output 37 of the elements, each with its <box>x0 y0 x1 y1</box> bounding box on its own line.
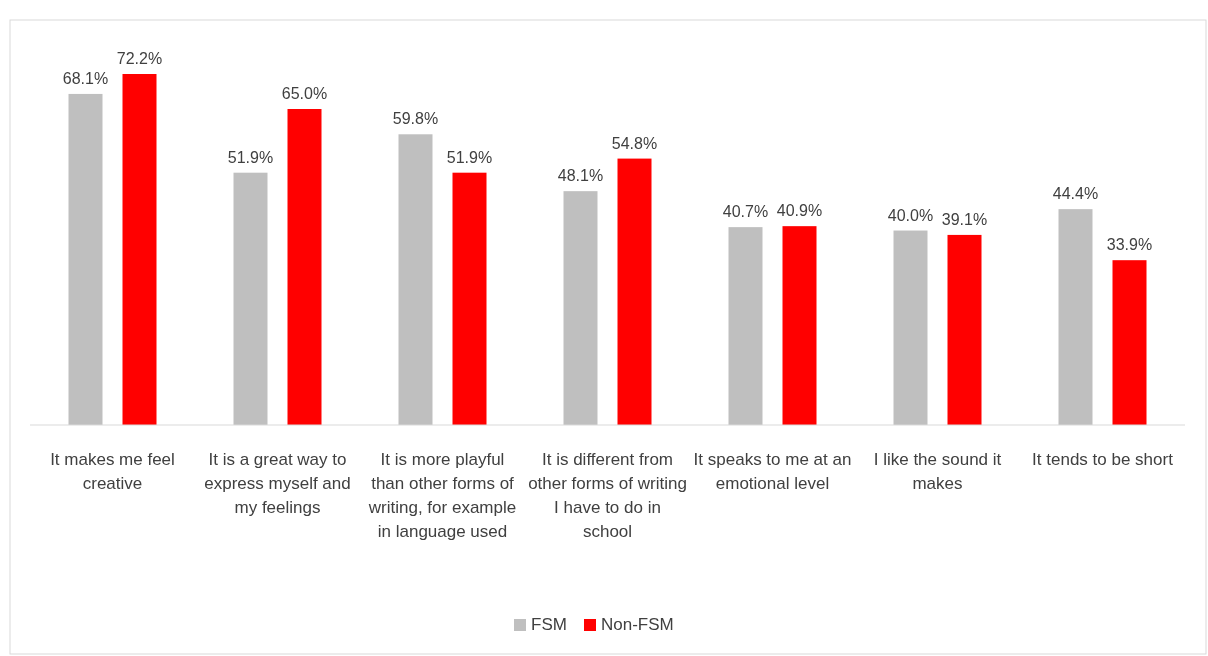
data-label: 40.9% <box>776 202 823 220</box>
bar <box>563 191 598 425</box>
bar <box>122 74 157 425</box>
data-label: 44.4% <box>1052 185 1099 203</box>
bar <box>233 172 268 425</box>
bar <box>1112 260 1147 425</box>
bar <box>68 93 103 425</box>
x-tick-label: It is different from other forms of writing I have to do in school <box>528 450 687 541</box>
x-tick-label: It speaks to me at an emotional level <box>693 450 852 493</box>
bar <box>398 134 433 425</box>
data-label: 51.9% <box>446 148 493 166</box>
bar <box>893 230 928 425</box>
x-tick-label: It makes me feel creative <box>50 450 175 493</box>
bar <box>287 109 322 425</box>
x-tick-label: It tends to be short <box>1032 450 1174 469</box>
x-tick-label: It is more playful than other forms of writing, for example in language used <box>367 450 517 541</box>
bar <box>947 234 982 425</box>
data-label: 68.1% <box>62 69 109 87</box>
data-label: 40.7% <box>722 203 769 221</box>
data-label: 54.8% <box>611 134 658 152</box>
data-label: 48.1% <box>557 167 604 185</box>
x-tick-label: I like the sound it makes <box>873 450 1002 493</box>
data-label: 39.1% <box>941 210 988 228</box>
data-label: 72.2% <box>116 50 163 67</box>
data-label: 59.8% <box>392 110 439 128</box>
data-label: 51.9% <box>227 148 274 166</box>
data-label: 40.0% <box>887 206 934 224</box>
data-label: 33.9% <box>1106 236 1153 254</box>
bar <box>728 227 763 425</box>
legend-label: Non-FSM <box>601 615 674 634</box>
data-label: 65.0% <box>281 85 328 102</box>
bar <box>1058 209 1093 425</box>
bar <box>782 226 817 425</box>
x-tick-label: It is a great way to express myself and my feelings <box>204 450 351 517</box>
legend-label: FSM <box>531 615 567 634</box>
bar <box>617 158 652 425</box>
bar <box>452 172 487 425</box>
